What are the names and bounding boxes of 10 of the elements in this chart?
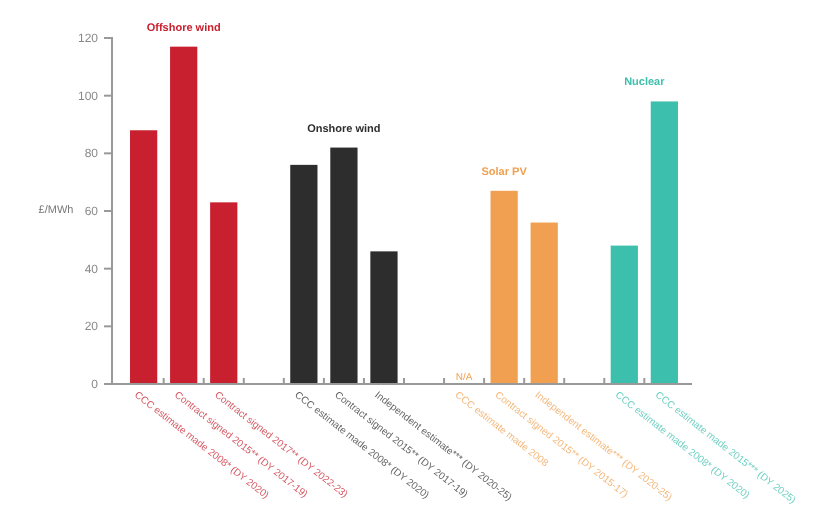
bar <box>610 245 638 384</box>
bar <box>650 101 678 384</box>
bar <box>290 164 318 384</box>
bar <box>210 202 238 384</box>
bar <box>490 190 518 384</box>
bar <box>170 46 198 384</box>
bar <box>330 147 358 384</box>
bar <box>370 251 398 384</box>
bar <box>130 130 158 384</box>
bar <box>530 222 558 384</box>
